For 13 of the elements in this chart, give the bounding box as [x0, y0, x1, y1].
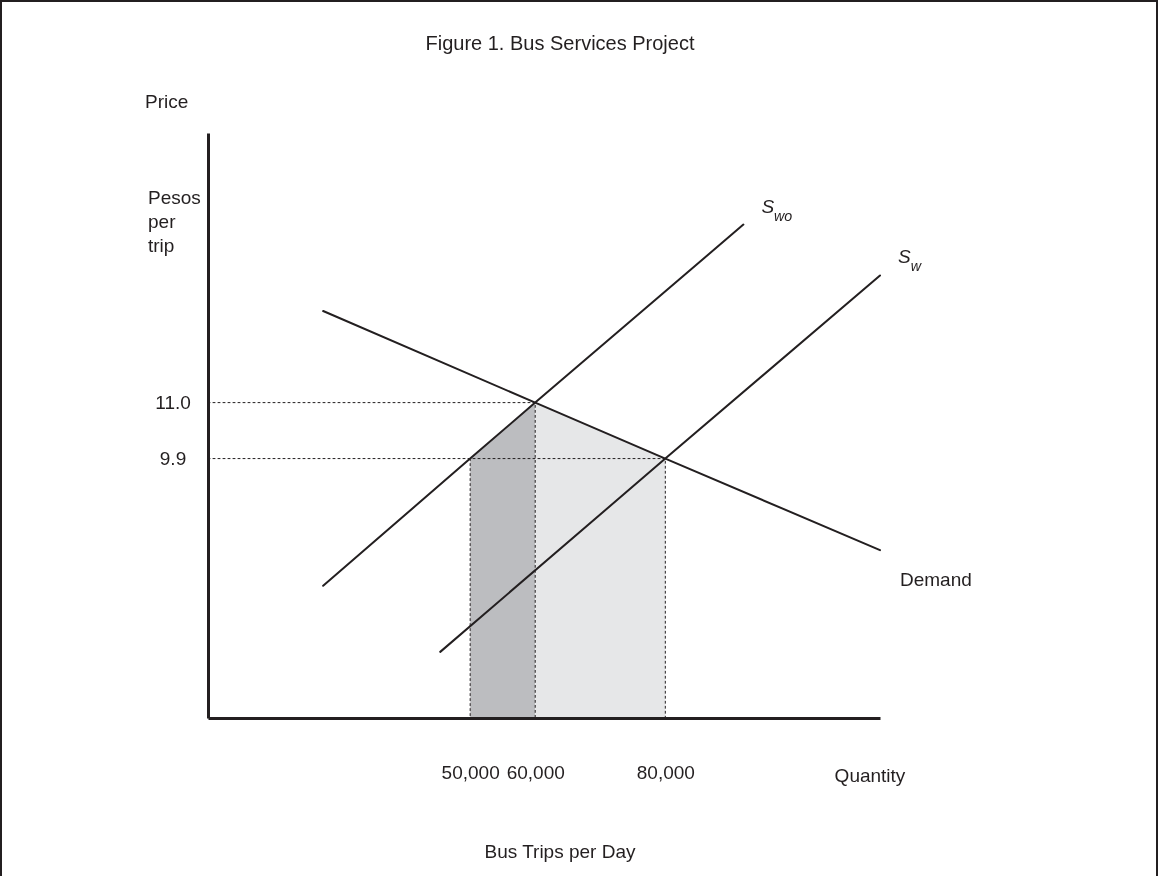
text: Quantity — [834, 765, 906, 786]
y-axis-title: Price — [145, 91, 189, 112]
y-tick-label: 9.9 — [159, 448, 187, 470]
text: Pesos per trip — [148, 187, 201, 256]
x-axis-title: Bus Trips per Day — [484, 841, 636, 862]
x-tick-label: 50,000 — [441, 762, 500, 784]
series-label: S$_{wo}$ — [761, 195, 793, 224]
x-tick-label: 60,000 — [506, 762, 565, 784]
chart-title: Figure 1. Bus Services Project — [425, 32, 695, 54]
series-label: Demand — [900, 569, 972, 591]
y-tick-label: 11.0 — [155, 392, 191, 414]
x-tick-label: 80,000 — [636, 762, 695, 784]
series-label: S$_{w}$ — [898, 246, 923, 275]
